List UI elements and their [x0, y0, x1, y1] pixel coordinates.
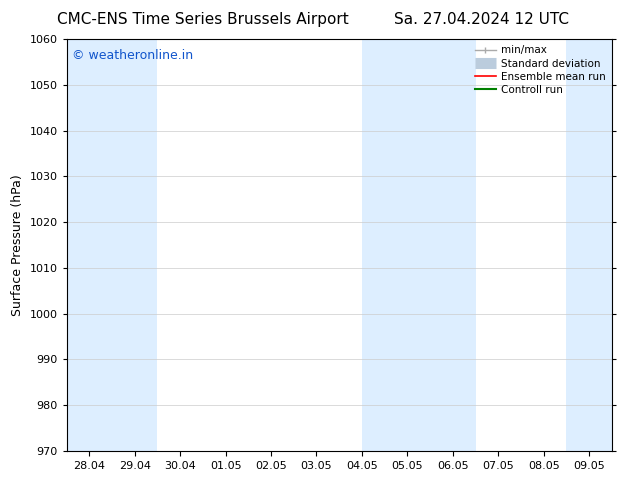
- Text: CMC-ENS Time Series Brussels Airport: CMC-ENS Time Series Brussels Airport: [57, 12, 349, 27]
- Y-axis label: Surface Pressure (hPa): Surface Pressure (hPa): [11, 174, 24, 316]
- Text: © weatheronline.in: © weatheronline.in: [72, 49, 193, 63]
- Bar: [112, 39, 157, 451]
- Bar: [566, 39, 634, 451]
- Bar: [362, 39, 476, 451]
- Text: Sa. 27.04.2024 12 UTC: Sa. 27.04.2024 12 UTC: [394, 12, 569, 27]
- Bar: [67, 39, 112, 451]
- Legend: min/max, Standard deviation, Ensemble mean run, Controll run: min/max, Standard deviation, Ensemble me…: [470, 41, 610, 99]
